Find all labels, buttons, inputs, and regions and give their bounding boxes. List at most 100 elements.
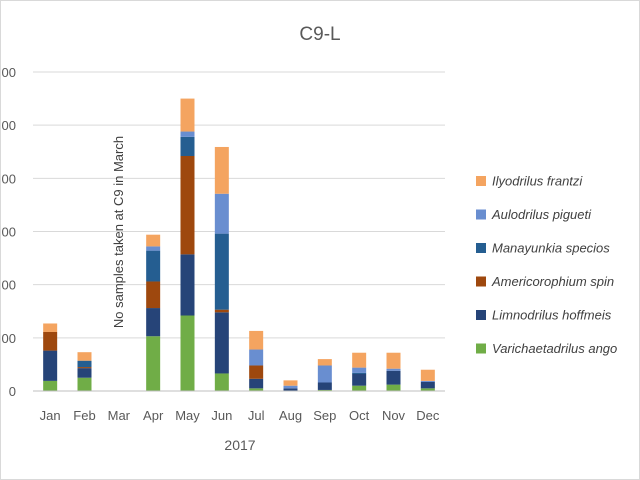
legend-label: Ilyodrilus frantzi — [492, 174, 583, 189]
x-tick-label: Jul — [248, 408, 265, 423]
y-tick-label: 0 — [9, 384, 16, 399]
legend-label: Varichaetadrilus ango — [492, 341, 617, 356]
bar-segment — [214, 146, 229, 194]
annotation-text: No samples taken at C9 in March — [111, 136, 126, 328]
legend-swatch — [476, 243, 486, 253]
legend-swatch — [476, 209, 486, 220]
x-axis-ticks: Jan Feb Mar Apr May Jun Jul Aug Sep Oct Nov Dec — [40, 408, 440, 423]
bar-stacks — [43, 98, 435, 391]
bar-segment — [249, 388, 264, 391]
y-tick-label: 00 — [2, 225, 16, 240]
bar-segment — [77, 352, 92, 361]
x-tick-label: Aug — [279, 408, 302, 423]
bar-segment — [77, 377, 92, 391]
bar-segment — [77, 367, 92, 369]
bar-segment — [146, 234, 161, 247]
y-tick-label: 00 — [2, 118, 16, 133]
x-tick-label: Oct — [349, 408, 370, 423]
legend-swatch — [476, 276, 486, 287]
bar-stack-nov — [386, 352, 401, 391]
legend-swatch — [476, 310, 486, 320]
bar-stack-jan — [43, 323, 58, 391]
legend-item: Ilyodrilus frantzi — [476, 174, 583, 189]
bar-segment — [43, 380, 58, 391]
legend-label: Manayunkia specios — [492, 241, 610, 256]
bar-segment — [214, 193, 229, 234]
bar-segment — [249, 349, 264, 366]
legend-item: Limnodrilus hoffmeis — [476, 308, 612, 323]
bar-segment — [386, 368, 401, 371]
bar-segment — [352, 373, 367, 386]
bar-segment — [249, 378, 264, 389]
bar-segment — [352, 352, 367, 368]
bar-segment — [43, 323, 58, 332]
x-axis-label: 2017 — [224, 437, 255, 453]
bar-segment — [352, 367, 367, 373]
bar-segment — [249, 365, 264, 379]
bar-segment — [317, 365, 332, 383]
bar-segment — [180, 131, 195, 137]
bar-segment — [180, 315, 195, 391]
bar-segment — [146, 250, 161, 282]
gridlines — [33, 71, 445, 339]
bar-segment — [249, 330, 264, 350]
legend-label: Limnodrilus hoffmeis — [492, 308, 612, 323]
bar-segment — [77, 368, 92, 378]
chart-title: C9-L — [299, 24, 340, 45]
legend-label: Americorophium spin — [491, 274, 614, 289]
legend-swatch — [476, 343, 486, 354]
bar-segment — [386, 352, 401, 369]
bar-segment — [283, 388, 298, 391]
bar-stack-may — [180, 98, 195, 391]
bar-segment — [420, 381, 435, 389]
bar-stack-apr — [146, 234, 161, 391]
bar-segment — [214, 309, 229, 313]
y-tick-label: 00 — [2, 331, 16, 346]
bar-stack-jul — [249, 330, 264, 391]
bar-segment — [180, 156, 195, 255]
x-tick-label: Jan — [40, 408, 61, 423]
bar-stack-sep — [317, 359, 332, 391]
bar-segment — [146, 281, 161, 309]
y-tick-label: 00 — [2, 65, 16, 80]
x-tick-label: May — [175, 408, 200, 423]
bar-segment — [283, 380, 298, 386]
legend-swatch — [476, 176, 486, 186]
legend: Ilyodrilus frantzi Aulodrilus pigueti Mana… — [476, 174, 617, 356]
x-tick-label: Nov — [382, 408, 406, 423]
bar-stack-aug — [283, 380, 298, 391]
bar-segment — [386, 384, 401, 391]
bar-segment — [317, 382, 332, 390]
bar-segment — [420, 369, 435, 381]
legend-label: Aulodrilus pigueti — [491, 207, 592, 222]
bar-segment — [77, 360, 92, 368]
bar-segment — [43, 331, 58, 351]
bar-segment — [180, 136, 195, 157]
bar-segment — [420, 388, 435, 391]
annotations: No samples taken at C9 in March — [111, 136, 126, 328]
bar-segment — [214, 373, 229, 391]
bar-segment — [214, 233, 229, 310]
x-tick-label: Apr — [143, 408, 164, 423]
bar-segment — [352, 372, 367, 374]
x-tick-label: Dec — [416, 408, 440, 423]
bar-stack-dec — [420, 369, 435, 391]
bar-stack-jun — [214, 146, 229, 391]
bar-stack-feb — [77, 352, 92, 391]
bar-segment — [146, 308, 161, 337]
bar-segment — [180, 98, 195, 132]
bar-segment — [146, 336, 161, 391]
bar-segment — [317, 389, 332, 391]
legend-item: Aulodrilus pigueti — [476, 207, 592, 222]
x-tick-label: Jun — [211, 408, 232, 423]
bar-segment — [214, 312, 229, 374]
legend-item: Varichaetadrilus ango — [476, 341, 617, 356]
y-tick-label: 00 — [2, 278, 16, 293]
bar-segment — [283, 385, 298, 389]
bar-segment — [420, 380, 435, 382]
y-tick-label: 00 — [2, 171, 16, 186]
bar-segment — [180, 254, 195, 316]
legend-item: Manayunkia specios — [476, 241, 610, 256]
